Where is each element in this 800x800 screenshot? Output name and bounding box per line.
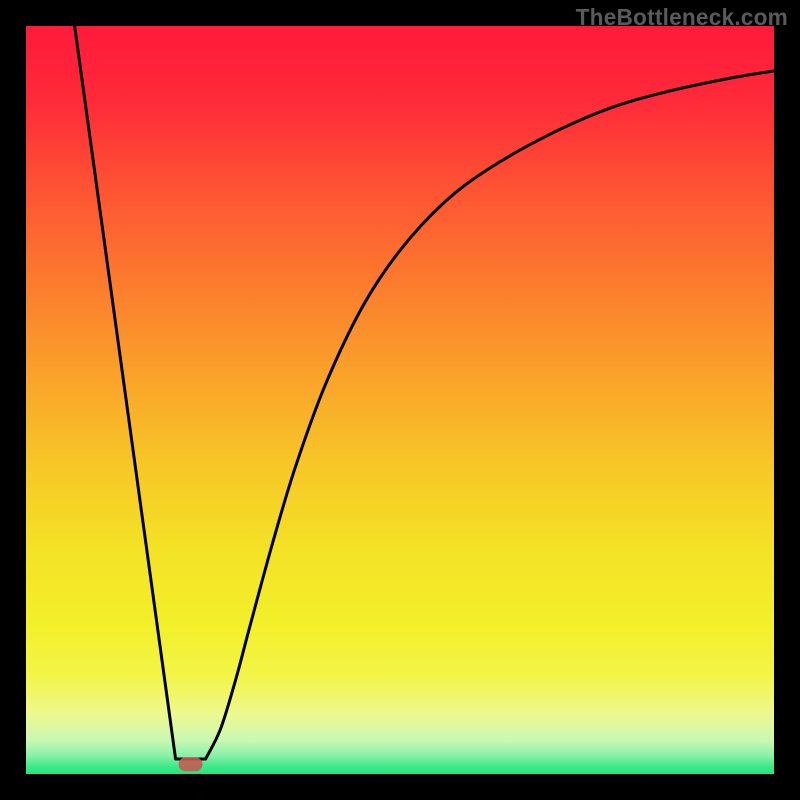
chart-stage: TheBottleneck.com [0,0,800,800]
optimal-point-marker [179,757,203,771]
watermark-text: TheBottleneck.com [576,4,788,31]
bottleneck-chart-svg [0,0,800,800]
gradient-background [26,26,774,774]
